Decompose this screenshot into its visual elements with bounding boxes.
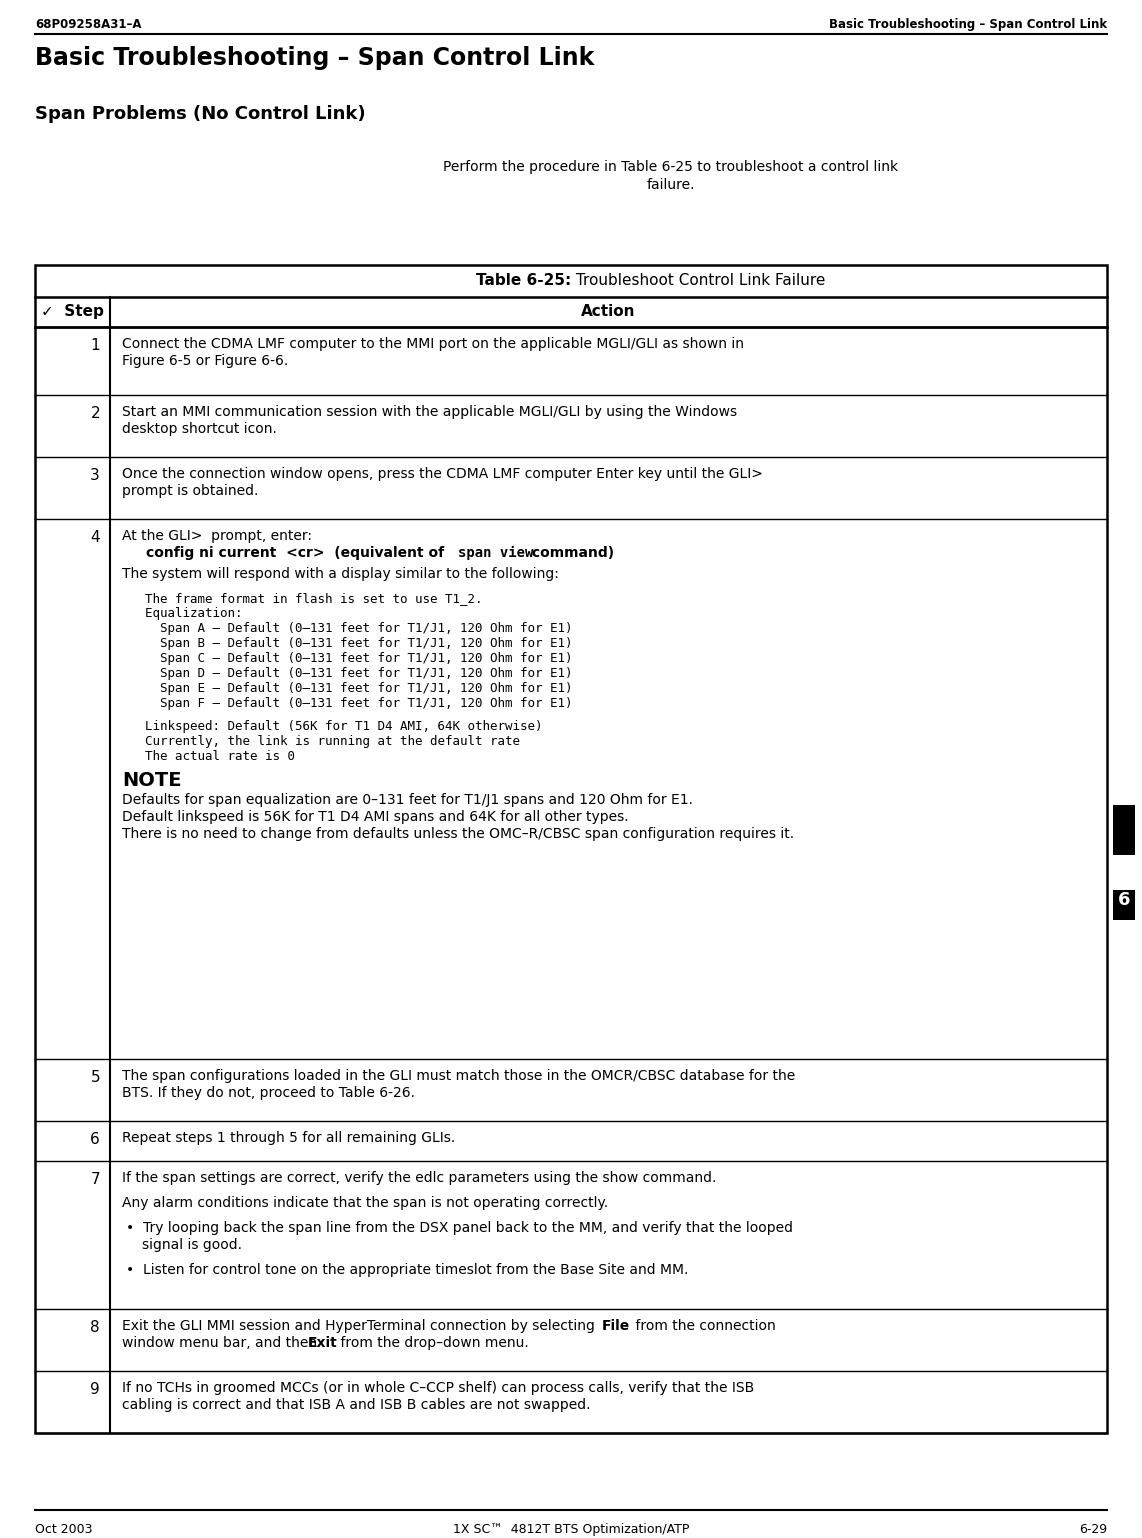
Text: 6-29: 6-29 — [1079, 1523, 1107, 1536]
Text: 5: 5 — [90, 1070, 100, 1084]
Text: Any alarm conditions indicate that the span is not operating correctly.: Any alarm conditions indicate that the s… — [122, 1197, 609, 1210]
Text: Currently, the link is running at the default rate: Currently, the link is running at the de… — [130, 735, 520, 747]
Text: Once the connection window opens, press the CDMA LMF computer Enter key until th: Once the connection window opens, press … — [122, 468, 763, 481]
Text: failure.: failure. — [646, 178, 695, 192]
Text: Perform the procedure in Table 6-25 to troubleshoot a control link: Perform the procedure in Table 6-25 to t… — [443, 160, 899, 174]
Text: window menu bar, and then: window menu bar, and then — [122, 1337, 322, 1350]
Text: There is no need to change from defaults unless the OMC–R/CBSC span configuratio: There is no need to change from defaults… — [122, 827, 794, 841]
Text: BTS. If they do not, proceed to Table 6-26.: BTS. If they do not, proceed to Table 6-… — [122, 1086, 415, 1100]
Text: 9: 9 — [90, 1383, 100, 1397]
Text: Figure 6-5 or Figure 6-6.: Figure 6-5 or Figure 6-6. — [122, 354, 288, 368]
Text: Equalization:: Equalization: — [130, 608, 242, 620]
Text: signal is good.: signal is good. — [142, 1238, 242, 1252]
Bar — [1113, 804, 1135, 855]
Text: File: File — [602, 1320, 630, 1333]
Text: Span A – Default (0–131 feet for T1/J1, 120 Ohm for E1): Span A – Default (0–131 feet for T1/J1, … — [130, 621, 572, 635]
Text: The actual rate is 0: The actual rate is 0 — [130, 751, 295, 763]
Text: 8: 8 — [90, 1320, 100, 1335]
Text: Action: Action — [581, 305, 636, 318]
Text: config ni current  <cr>  (equivalent of: config ni current <cr> (equivalent of — [146, 546, 449, 560]
Text: Oct 2003: Oct 2003 — [35, 1523, 93, 1536]
Text: If the span settings are correct, verify the edlc parameters using the show comm: If the span settings are correct, verify… — [122, 1170, 716, 1184]
Text: Start an MMI communication session with the applicable MGLI/GLI by using the Win: Start an MMI communication session with … — [122, 404, 737, 418]
Text: Exit: Exit — [308, 1337, 338, 1350]
Text: 6: 6 — [90, 1132, 100, 1147]
Text: from the drop–down menu.: from the drop–down menu. — [336, 1337, 529, 1350]
Text: from the connection: from the connection — [632, 1320, 775, 1333]
Text: 6: 6 — [1118, 891, 1131, 909]
Text: ✓  Step: ✓ Step — [41, 305, 104, 318]
Text: 7: 7 — [90, 1172, 100, 1187]
Text: 4: 4 — [90, 531, 100, 544]
Bar — [35, 265, 1107, 1433]
Text: If no TCHs in groomed MCCs (or in whole C–CCP shelf) can process calls, verify t: If no TCHs in groomed MCCs (or in whole … — [122, 1381, 754, 1395]
Text: Defaults for span equalization are 0–131 feet for T1/J1 spans and 120 Ohm for E1: Defaults for span equalization are 0–131… — [122, 794, 693, 807]
Text: Span F – Default (0–131 feet for T1/J1, 120 Ohm for E1): Span F – Default (0–131 feet for T1/J1, … — [130, 697, 572, 711]
Text: Span C – Default (0–131 feet for T1/J1, 120 Ohm for E1): Span C – Default (0–131 feet for T1/J1, … — [130, 652, 572, 664]
Text: Troubleshoot Control Link Failure: Troubleshoot Control Link Failure — [571, 274, 826, 288]
Text: command): command) — [526, 546, 614, 560]
Text: •  Try looping back the span line from the DSX panel back to the MM, and verify : • Try looping back the span line from th… — [126, 1221, 793, 1235]
Text: Basic Troubleshooting – Span Control Link: Basic Troubleshooting – Span Control Lin… — [829, 18, 1107, 31]
Text: Span B – Default (0–131 feet for T1/J1, 120 Ohm for E1): Span B – Default (0–131 feet for T1/J1, … — [130, 637, 572, 651]
Text: 3: 3 — [90, 468, 100, 483]
Text: •  Listen for control tone on the appropriate timeslot from the Base Site and MM: • Listen for control tone on the appropr… — [126, 1263, 689, 1277]
Text: Table 6-25:: Table 6-25: — [476, 274, 571, 288]
Text: Linkspeed: Default (56K for T1 D4 AMI, 64K otherwise): Linkspeed: Default (56K for T1 D4 AMI, 6… — [130, 720, 542, 734]
Text: Span Problems (No Control Link): Span Problems (No Control Link) — [35, 105, 365, 123]
Text: The frame format in flash is set to use T1_2.: The frame format in flash is set to use … — [130, 592, 483, 604]
Text: NOTE: NOTE — [122, 771, 182, 791]
Text: The span configurations loaded in the GLI must match those in the OMCR/CBSC data: The span configurations loaded in the GL… — [122, 1069, 795, 1083]
Text: At the GLI>  prompt, enter:: At the GLI> prompt, enter: — [122, 529, 312, 543]
Text: The system will respond with a display similar to the following:: The system will respond with a display s… — [122, 568, 558, 581]
Text: Span E – Default (0–131 feet for T1/J1, 120 Ohm for E1): Span E – Default (0–131 feet for T1/J1, … — [130, 681, 572, 695]
Text: Repeat steps 1 through 5 for all remaining GLIs.: Repeat steps 1 through 5 for all remaini… — [122, 1130, 456, 1144]
Text: desktop shortcut icon.: desktop shortcut icon. — [122, 421, 276, 435]
Text: cabling is correct and that ISB A and ISB B cables are not swapped.: cabling is correct and that ISB A and IS… — [122, 1398, 590, 1412]
Text: prompt is obtained.: prompt is obtained. — [122, 484, 258, 498]
Text: span view: span view — [458, 546, 533, 560]
Text: Span D – Default (0–131 feet for T1/J1, 120 Ohm for E1): Span D – Default (0–131 feet for T1/J1, … — [130, 667, 572, 680]
Text: 68P09258A31–A: 68P09258A31–A — [35, 18, 142, 31]
Text: 2: 2 — [90, 406, 100, 421]
Text: 1X SC™  4812T BTS Optimization/ATP: 1X SC™ 4812T BTS Optimization/ATP — [453, 1523, 689, 1536]
Text: Exit the GLI MMI session and HyperTerminal connection by selecting: Exit the GLI MMI session and HyperTermin… — [122, 1320, 600, 1333]
Bar — [1113, 891, 1135, 920]
Text: Basic Troubleshooting – Span Control Link: Basic Troubleshooting – Span Control Lin… — [35, 46, 594, 71]
Text: Connect the CDMA LMF computer to the MMI port on the applicable MGLI/GLI as show: Connect the CDMA LMF computer to the MMI… — [122, 337, 743, 351]
Text: Default linkspeed is 56K for T1 D4 AMI spans and 64K for all other types.: Default linkspeed is 56K for T1 D4 AMI s… — [122, 811, 628, 824]
Text: 1: 1 — [90, 338, 100, 354]
